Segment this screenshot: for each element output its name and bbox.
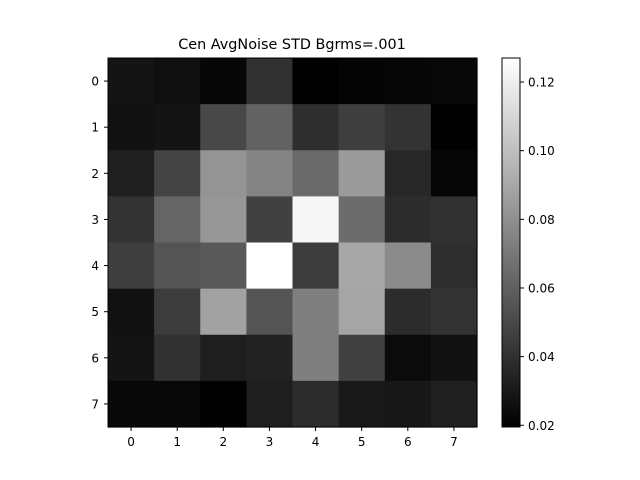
heatmap-cell-r4-c2 <box>200 242 247 290</box>
x-axis: 0 1 2 3 4 5 6 7 <box>127 427 458 449</box>
heatmap-cell-r5-c1 <box>154 288 201 336</box>
heatmap-cell-r7-c5 <box>338 380 386 428</box>
heatmap-cell-r3-c5 <box>338 196 386 244</box>
heatmap-cell-r1-c6 <box>384 104 432 151</box>
heatmap-cell-r3-c7 <box>430 196 478 244</box>
heatmap-cell-r5-c0 <box>108 288 155 336</box>
heatmap-cell-r6-c5 <box>338 334 386 382</box>
heatmap-cell-r3-c1 <box>154 196 201 244</box>
colorbar-tick-label: 0.06 <box>528 281 555 295</box>
heatmap-cell-r6-c4 <box>292 334 340 382</box>
x-tick-label: 6 <box>404 435 412 449</box>
heatmap-cell-r6-c3 <box>246 334 294 382</box>
colorbar-tick-label: 0.12 <box>528 76 555 90</box>
x-tick-label: 0 <box>127 435 135 449</box>
heatmap-cell-r3-c2 <box>200 196 247 244</box>
colorbar-tick-label: 0.10 <box>528 144 555 158</box>
heatmap-cell-r1-c2 <box>200 104 247 151</box>
heatmap-cell-r2-c6 <box>384 150 432 197</box>
x-tick-label: 2 <box>219 435 227 449</box>
heatmap-cell-r0-c6 <box>384 58 432 105</box>
y-axis: 0 1 2 3 4 5 6 7 <box>91 75 108 411</box>
heatmap-cell-r1-c3 <box>246 104 294 151</box>
heatmap-cell-r0-c2 <box>200 58 247 105</box>
y-tick-label: 2 <box>91 167 99 181</box>
heatmap-cell-r2-c0 <box>108 150 155 197</box>
heatmap-cell-r1-c4 <box>292 104 340 151</box>
heatmap-cell-r4-c5 <box>338 242 386 290</box>
y-tick-label: 5 <box>91 305 99 319</box>
heatmap-cell-r4-c4 <box>292 242 340 290</box>
colorbar-tick-label: 0.04 <box>528 350 555 364</box>
heatmap-cell-r5-c5 <box>338 288 386 336</box>
heatmap-cell-r2-c4 <box>292 150 340 197</box>
heatmap-cell-r7-c1 <box>154 380 201 428</box>
heatmap-cell-r7-c4 <box>292 380 340 428</box>
chart-title: Cen AvgNoise STD Bgrms=.001 <box>178 37 406 53</box>
heatmap-cell-r0-c3 <box>246 58 294 105</box>
heatmap-cell-r3-c6 <box>384 196 432 244</box>
heatmap-cell-r0-c7 <box>430 58 478 105</box>
heatmap-cell-r4-c6 <box>384 242 432 290</box>
heatmap-cell-r2-c7 <box>430 150 478 197</box>
heatmap-cell-r3-c0 <box>108 196 155 244</box>
heatmap-cell-r0-c4 <box>292 58 340 105</box>
heatmap-cell-r2-c2 <box>200 150 247 197</box>
heatmap-cell-r5-c7 <box>430 288 478 336</box>
heatmap-cell-r4-c7 <box>430 242 478 290</box>
heatmap-cell-r7-c0 <box>108 380 155 428</box>
heatmap-cell-r5-c6 <box>384 288 432 336</box>
colorbar-tick-label: 0.02 <box>528 419 555 433</box>
heatmap-cell-r6-c1 <box>154 334 201 382</box>
heatmap-cell-r4-c1 <box>154 242 201 290</box>
heatmap-cell-r5-c4 <box>292 288 340 336</box>
x-tick-label: 4 <box>312 435 320 449</box>
heatmap-cell-r5-c3 <box>246 288 294 336</box>
x-tick-label: 7 <box>450 435 458 449</box>
heatmap-cell-r4-c3 <box>246 242 294 290</box>
heatmap-cell-r2-c3 <box>246 150 294 197</box>
colorbar <box>501 57 521 428</box>
colorbar-axis: 0.02 0.04 0.06 0.08 0.10 0.12 <box>520 76 555 433</box>
heatmap-cell-r7-c7 <box>430 380 478 428</box>
heatmap-cell-r1-c5 <box>338 104 386 151</box>
x-tick-label: 5 <box>358 435 366 449</box>
heatmap-cell-r6-c0 <box>108 334 155 382</box>
heatmap-cell-r4-c0 <box>108 242 155 290</box>
colorbar-tick-label: 0.08 <box>528 213 555 227</box>
heatmap-cell-r5-c2 <box>200 288 247 336</box>
heatmap-frame <box>107 57 478 428</box>
heatmap-cell-r7-c3 <box>246 380 294 428</box>
heatmap-cell-r7-c2 <box>200 380 247 428</box>
heatmap-cell-r3-c4 <box>292 196 340 244</box>
heatmap-cell-r0-c0 <box>108 58 155 105</box>
heatmap-cell-r7-c6 <box>384 380 432 428</box>
heatmap-cell-r6-c7 <box>430 334 478 382</box>
heatmap-cell-r2-c1 <box>154 150 201 197</box>
heatmap-cell-r1-c7 <box>430 104 478 151</box>
heatmap-cell-r2-c5 <box>338 150 386 197</box>
y-tick-label: 0 <box>91 75 99 89</box>
heatmap-cell-r6-c2 <box>200 334 247 382</box>
y-tick-label: 4 <box>91 259 99 273</box>
heatmap-cell-r3-c3 <box>246 196 294 244</box>
heatmap-cell-r6-c6 <box>384 334 432 382</box>
y-tick-label: 3 <box>91 213 99 227</box>
heatmap-cell-r0-c5 <box>338 58 386 105</box>
heatmap-cells <box>108 58 478 428</box>
y-tick-label: 6 <box>91 351 99 365</box>
heatmap-cell-r1-c1 <box>154 104 201 151</box>
y-tick-label: 1 <box>91 121 99 135</box>
heatmap-cell-r1-c0 <box>108 104 155 151</box>
y-tick-label: 7 <box>91 397 99 411</box>
x-tick-label: 3 <box>266 435 274 449</box>
heatmap-cell-r0-c1 <box>154 58 201 105</box>
x-tick-label: 1 <box>173 435 181 449</box>
